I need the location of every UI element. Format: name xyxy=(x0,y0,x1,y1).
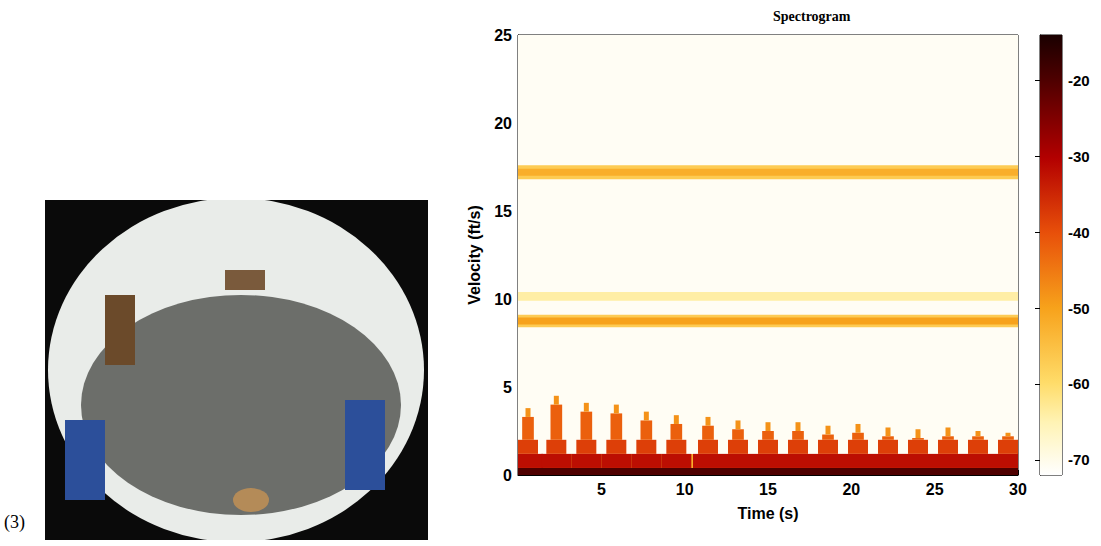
svg-text:10: 10 xyxy=(494,291,512,308)
svg-text:15: 15 xyxy=(759,481,777,498)
svg-text:10: 10 xyxy=(676,481,694,498)
svg-text:Time (s): Time (s) xyxy=(737,505,798,522)
svg-text:25: 25 xyxy=(926,481,944,498)
svg-text:Spectrogram: Spectrogram xyxy=(773,9,851,24)
svg-text:-70: -70 xyxy=(1068,451,1090,468)
svg-text:-20: -20 xyxy=(1068,72,1090,89)
html-text:(3): (3) xyxy=(4,512,25,532)
svg-text:Velocity (ft/s): Velocity (ft/s) xyxy=(466,205,483,305)
svg-text:-60: -60 xyxy=(1068,375,1090,392)
svg-text:20: 20 xyxy=(842,481,860,498)
svg-text:5: 5 xyxy=(597,481,606,498)
svg-text:25: 25 xyxy=(494,27,512,44)
svg-text:-30: -30 xyxy=(1068,148,1090,165)
svg-text:-40: -40 xyxy=(1068,224,1090,241)
svg-text:0: 0 xyxy=(503,467,512,484)
svg-text:5: 5 xyxy=(503,379,512,396)
svg-text:15: 15 xyxy=(494,203,512,220)
svg-text:-50: -50 xyxy=(1068,300,1090,317)
svg-text:30: 30 xyxy=(1009,481,1027,498)
svg-text:20: 20 xyxy=(494,115,512,132)
